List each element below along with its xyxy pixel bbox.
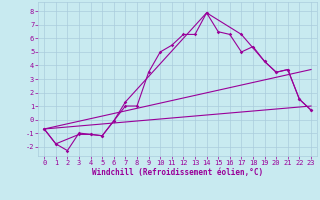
X-axis label: Windchill (Refroidissement éolien,°C): Windchill (Refroidissement éolien,°C) bbox=[92, 168, 263, 177]
